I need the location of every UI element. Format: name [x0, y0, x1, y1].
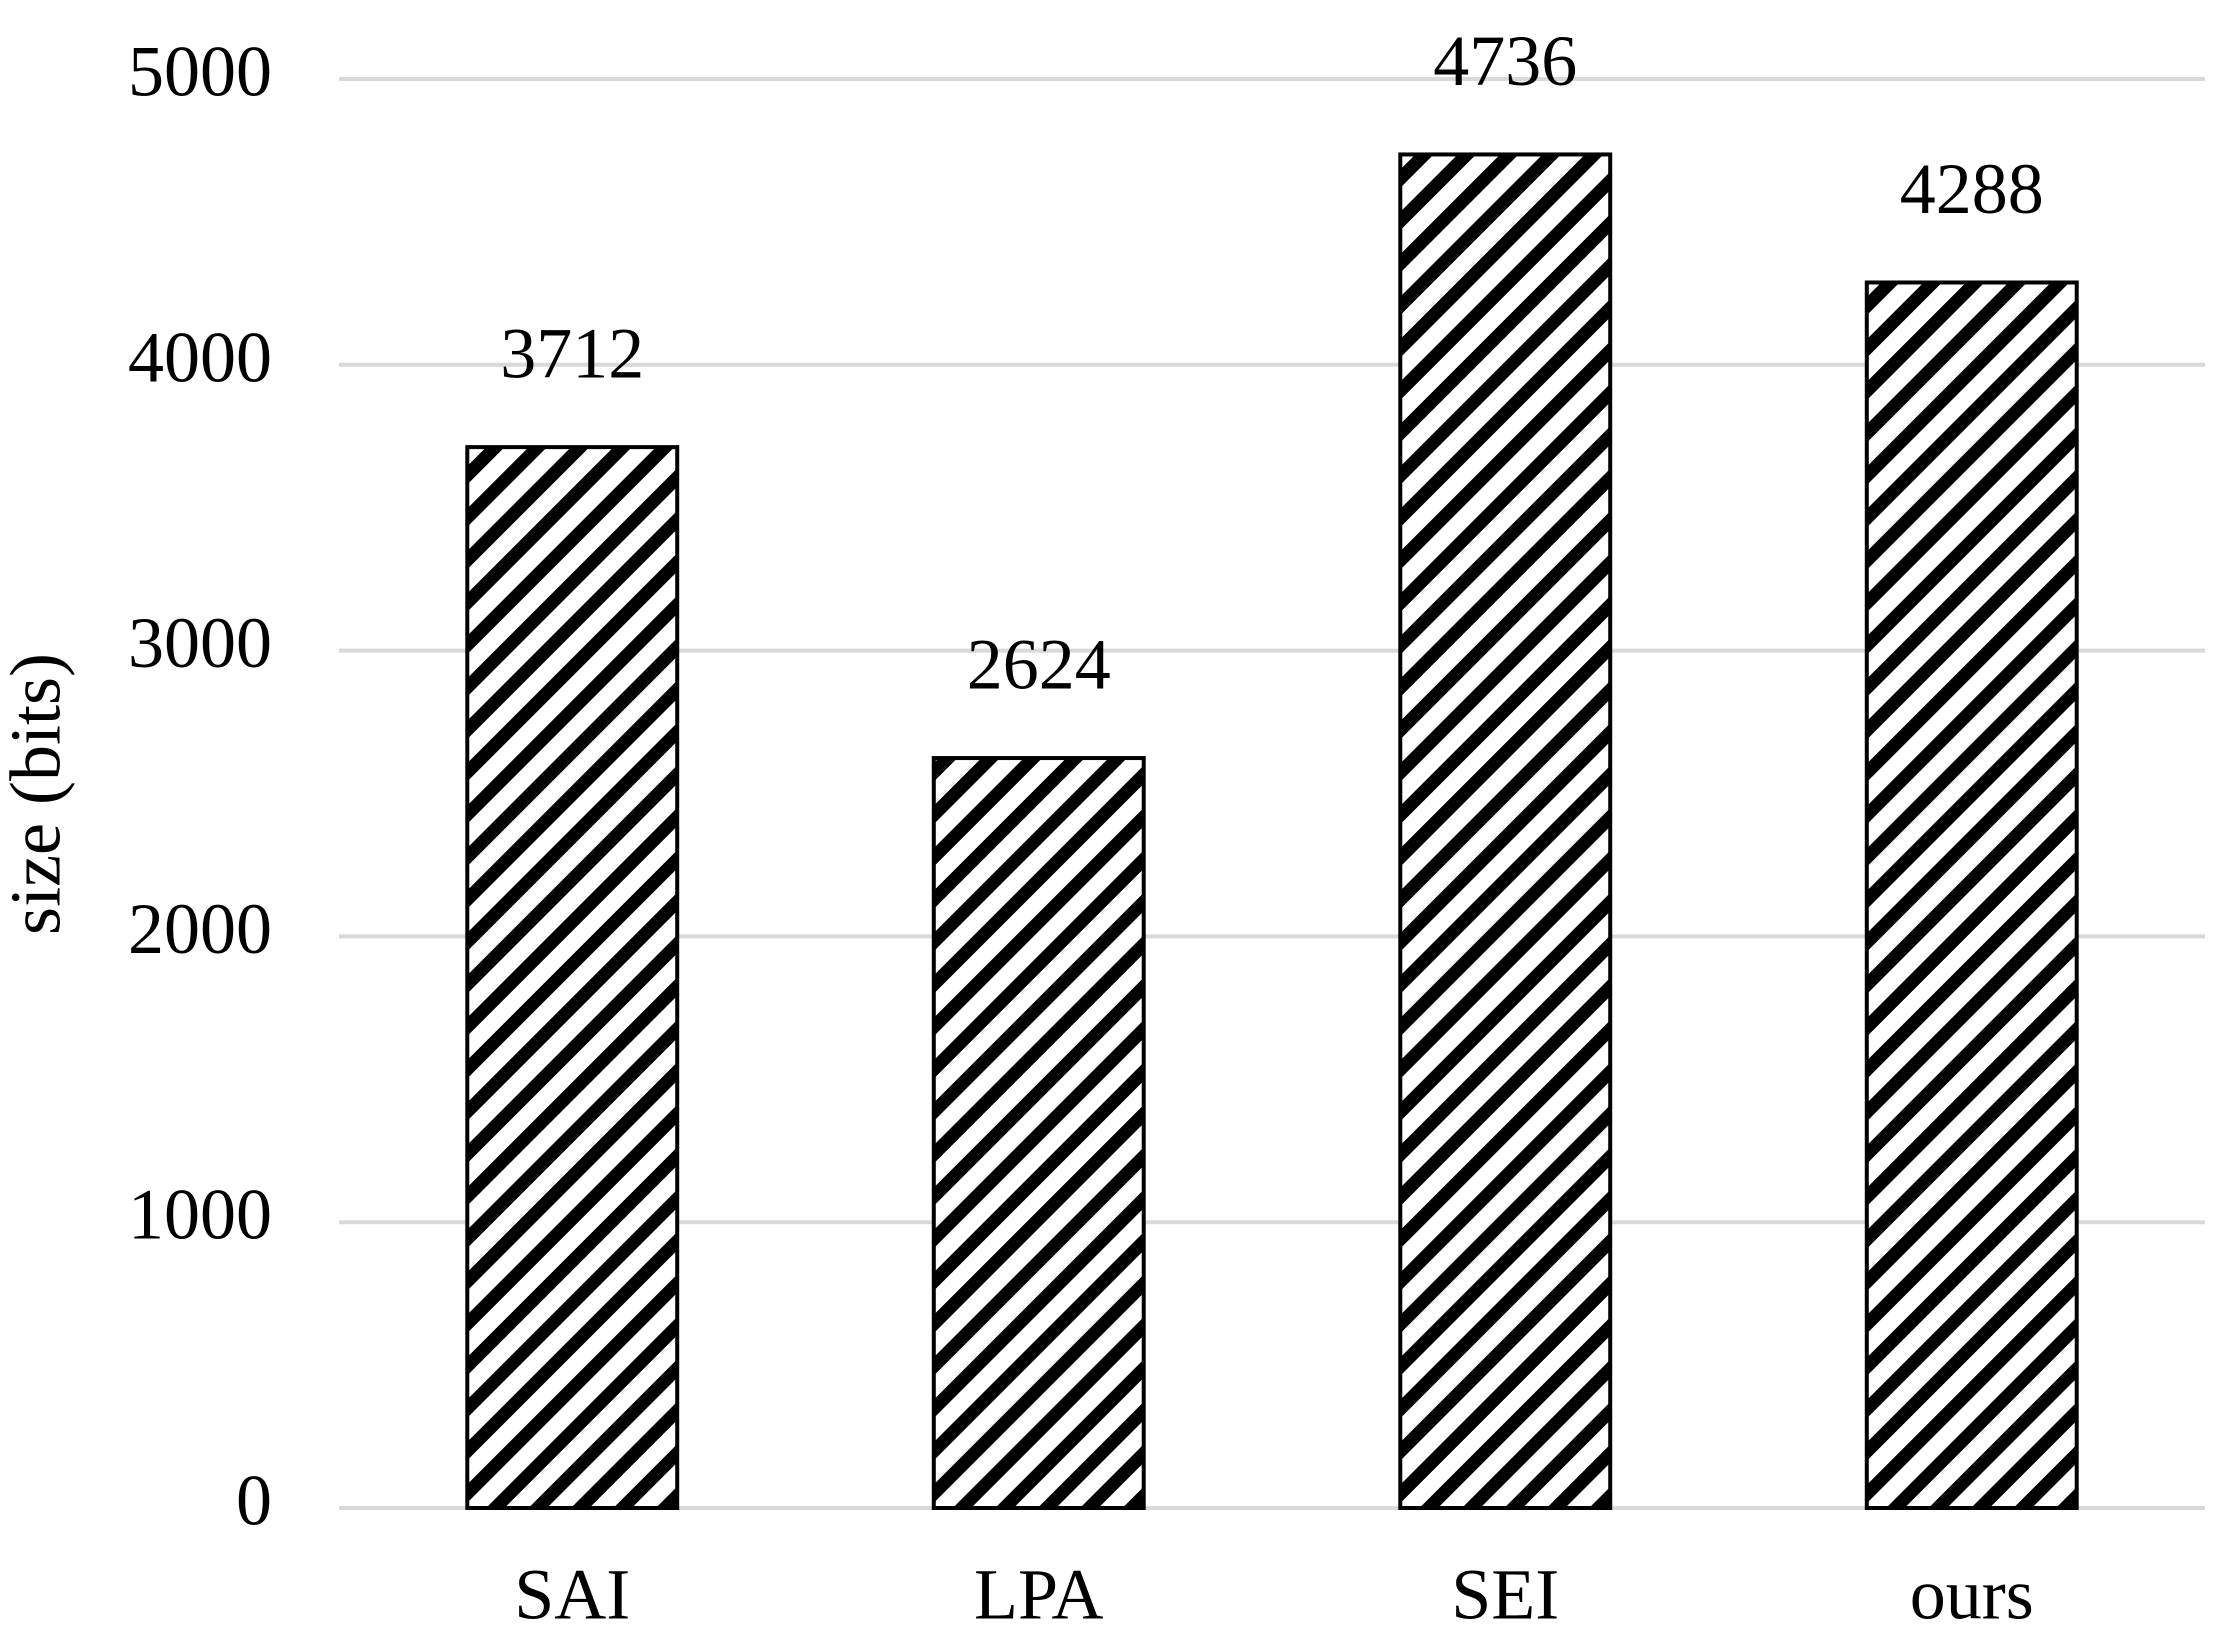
data-label: 4736	[1433, 21, 1577, 101]
bar	[1398, 152, 1613, 1511]
data-label: 2624	[967, 625, 1111, 705]
bar	[465, 445, 680, 1511]
x-tick-label: SEI	[1451, 1555, 1559, 1635]
data-label: 3712	[500, 314, 644, 394]
bar	[1864, 280, 2079, 1510]
bar	[931, 756, 1146, 1510]
y-tick-label: 4000	[128, 317, 272, 397]
y-tick-label: 2000	[128, 889, 272, 969]
y-tick-label: 5000	[128, 32, 272, 112]
x-tick-label: ours	[1910, 1555, 2034, 1635]
data-label: 4288	[1900, 149, 2044, 229]
y-tick-label: 0	[236, 1461, 272, 1541]
x-tick-label: LPA	[974, 1555, 1103, 1635]
x-tick-label: SAI	[514, 1555, 630, 1635]
y-tick-label: 1000	[128, 1175, 272, 1255]
y-tick-label: 3000	[128, 603, 272, 683]
y-axis-label: size (bits)	[0, 653, 76, 935]
